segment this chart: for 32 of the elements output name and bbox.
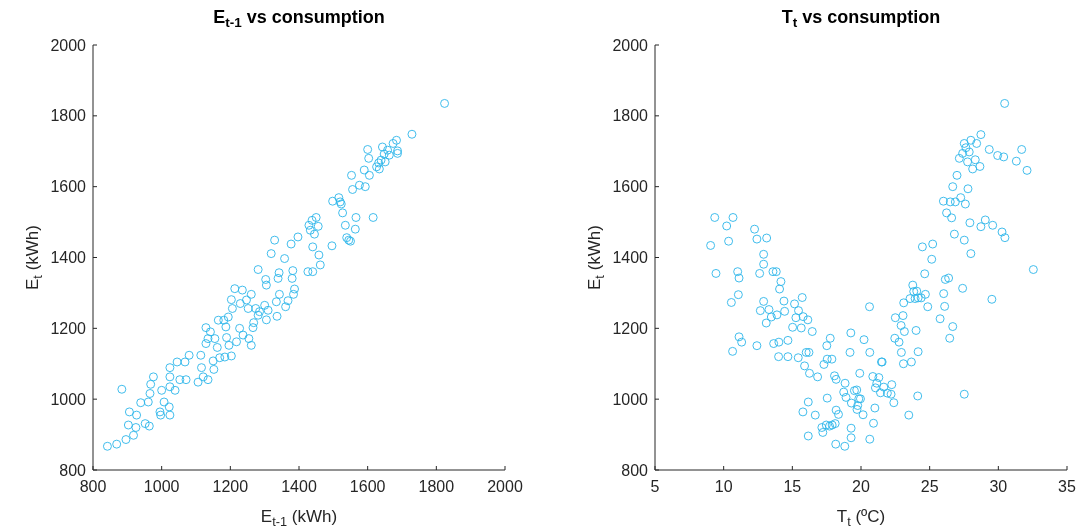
x-tick-label: 15 [783,478,802,495]
y-tick-label: 1400 [50,249,87,267]
x-tick-label: 10 [714,478,733,495]
y-tick-label: 1200 [612,319,649,337]
y-tick-label: 800 [621,461,649,479]
x-tick-label: 20 [852,478,870,495]
x-tick-label: 1600 [349,478,386,495]
y-tick-label: 1200 [50,319,87,337]
y-tick-label: 1800 [50,107,87,125]
x-tick-label: 25 [920,478,939,495]
x-tick-label: 1800 [418,478,455,495]
y-tick-label: 2000 [50,36,87,54]
x-tick-label: 2000 [487,478,523,495]
x-tick-label: 1200 [212,478,249,495]
x-axis-title: E$_{t-1}$ (kWh) [260,507,338,529]
y-tick-label: 1600 [612,178,649,196]
chart-title: T$_{t}$ vs consumption [781,7,941,31]
chart-title: E$_{t-1}$ vs consumption [213,7,385,31]
x-tick-label: 800 [79,478,107,495]
x-tick-label: 5 [650,478,660,495]
x-axis-title: T$_{t}$ (ºC) [836,507,886,529]
x-tick-label: 35 [1058,478,1076,495]
y-tick-label: 1400 [612,249,649,267]
y-tick-label: 1000 [50,390,87,408]
y-tick-label: 1600 [50,178,87,196]
x-tick-label: 30 [989,478,1008,495]
x-tick-label: 1400 [281,478,317,495]
y-tick-label: 1000 [612,390,649,408]
y-tick-label: 2000 [612,36,649,54]
y-tick-label: 1800 [612,107,649,125]
x-tick-label: 1000 [143,478,180,495]
y-tick-label: 800 [59,461,87,479]
